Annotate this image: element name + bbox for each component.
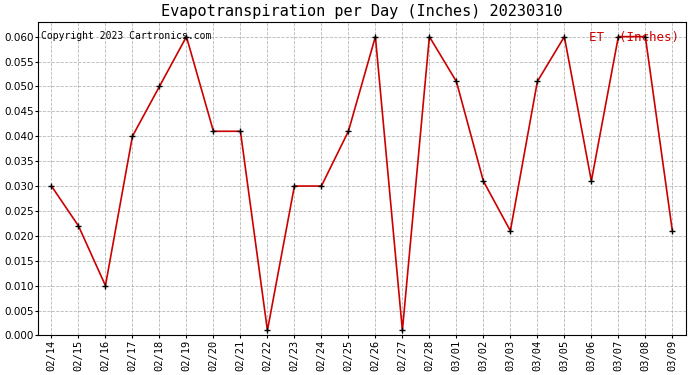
Text: ET  (Inches): ET (Inches) — [589, 31, 680, 44]
Text: Copyright 2023 Cartronics.com: Copyright 2023 Cartronics.com — [41, 31, 212, 41]
Title: Evapotranspiration per Day (Inches) 20230310: Evapotranspiration per Day (Inches) 2023… — [161, 4, 562, 19]
